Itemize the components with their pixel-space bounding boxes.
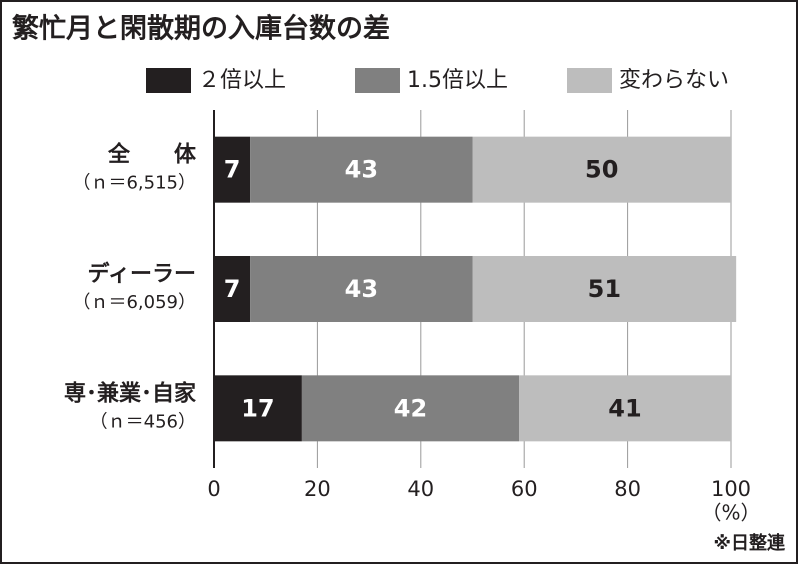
bar-segment [472, 136, 731, 203]
y-tick-label: ディーラー [88, 261, 196, 287]
legend-swatch [567, 68, 612, 93]
data-label: 42 [394, 394, 427, 422]
legend-label: ２倍以上 [198, 68, 286, 93]
legend-swatch [355, 68, 400, 93]
data-label: 17 [241, 394, 274, 422]
legend-label: 1.5倍以上 [407, 68, 508, 93]
bar-segment [519, 375, 731, 442]
source: ※日整連 [714, 532, 786, 554]
legend-label: 変わらない [619, 68, 729, 93]
data-label: 43 [345, 275, 378, 303]
bar-segment [214, 256, 251, 322]
data-label: 51 [588, 275, 621, 303]
bar-segment [472, 256, 737, 322]
bar-segment [250, 256, 473, 322]
x-unit: （%） [701, 501, 760, 525]
bar-segment [214, 136, 251, 203]
legend-swatch [146, 68, 191, 93]
y-tick-label: （ｎ＝456） [90, 411, 196, 432]
data-label: 7 [224, 156, 241, 184]
data-label: 43 [345, 156, 378, 184]
bar-segment [214, 375, 302, 442]
bar-segment [301, 375, 520, 442]
y-tick-label: （ｎ＝6,059） [72, 292, 196, 313]
y-tick-label: （ｎ＝6,515） [72, 173, 196, 194]
x-tick-label: 80 [614, 477, 641, 501]
x-tick-label: 60 [511, 477, 538, 501]
data-label: 41 [608, 394, 641, 422]
data-label: 7 [224, 275, 241, 303]
x-tick-label: 0 [207, 477, 220, 501]
bar-segment [250, 136, 473, 203]
x-tick-label: 40 [407, 477, 434, 501]
data-label: 50 [585, 156, 618, 184]
y-tick-label: 全 体 [107, 142, 197, 168]
chart-title: 繁忙月と閑散期の入庫台数の差 [12, 13, 390, 45]
x-tick-label: 20 [304, 477, 331, 501]
y-tick-label: 専･兼業･自家 [64, 380, 197, 406]
x-tick-label: 100 [711, 477, 751, 501]
